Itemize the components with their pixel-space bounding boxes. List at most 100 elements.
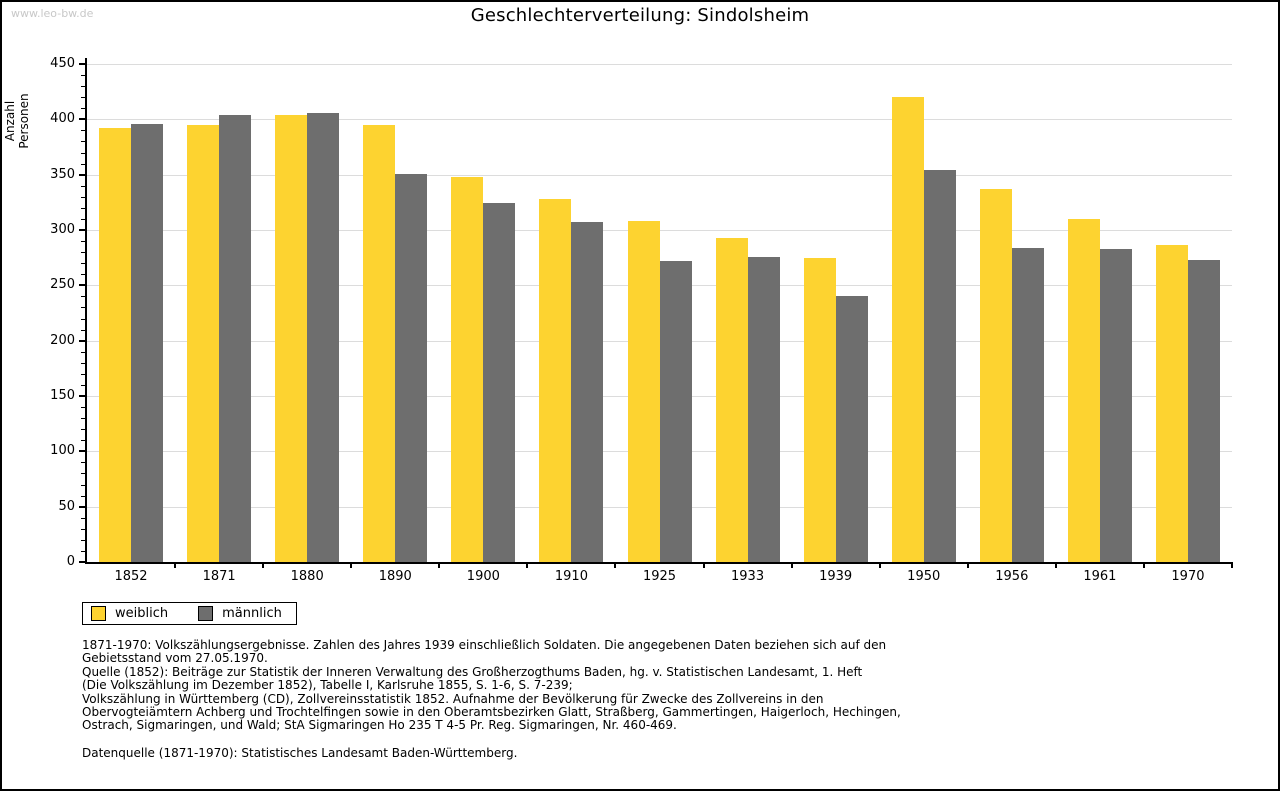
bar-maennlich-1900 xyxy=(483,203,516,562)
x-tick xyxy=(1142,562,1145,568)
y-tick-minor xyxy=(81,263,86,265)
y-tick-250 xyxy=(79,284,86,287)
x-tick-label-1871: 1871 xyxy=(202,569,236,584)
y-axis-line xyxy=(85,58,87,564)
y-tick-minor xyxy=(81,373,86,375)
y-tick-400 xyxy=(79,118,86,121)
x-tick-label-1925: 1925 xyxy=(642,569,677,584)
x-tick-label-1961: 1961 xyxy=(1083,569,1117,584)
bar-weiblich-1910 xyxy=(539,199,572,562)
x-axis-line xyxy=(85,562,1232,564)
y-tick-minor xyxy=(81,141,86,143)
bar-maennlich-1890 xyxy=(395,173,428,562)
y-tick-minor xyxy=(81,539,86,541)
x-tick xyxy=(262,562,265,568)
y-tick-minor xyxy=(81,274,86,276)
y-tick-label-100: 100 xyxy=(50,443,75,459)
y-tick-label-250: 250 xyxy=(50,277,75,293)
x-tick-label-1910: 1910 xyxy=(554,569,588,584)
y-tick-minor xyxy=(81,296,86,298)
y-tick-label-300: 300 xyxy=(50,222,75,237)
y-tick-minor xyxy=(81,407,86,409)
y-tick-minor xyxy=(81,484,86,486)
legend-swatch-weiblich xyxy=(91,606,106,621)
bar-maennlich-1939 xyxy=(835,296,868,562)
source-note-line: Ostrach, Sigmaringen, und Wald; StA Sigm… xyxy=(82,718,677,733)
y-tick-minor xyxy=(81,97,86,99)
y-tick-minor xyxy=(81,307,86,309)
watermark-text: www.leo-bw.de xyxy=(11,7,94,20)
y-tick-minor xyxy=(81,75,86,77)
y-tick-minor xyxy=(81,528,86,530)
y-tick-minor xyxy=(81,152,86,154)
bar-weiblich-1852 xyxy=(99,128,132,562)
source-note-line: 1871-1970: Volkszählungsergebnisse. Zahl… xyxy=(82,638,887,652)
y-tick-minor xyxy=(81,440,86,442)
bar-weiblich-1900 xyxy=(451,176,484,562)
gridline-400 xyxy=(87,119,1232,121)
bar-maennlich-1871 xyxy=(219,114,252,562)
bar-maennlich-1910 xyxy=(571,222,604,562)
y-tick-minor xyxy=(81,517,86,519)
bar-weiblich-1933 xyxy=(715,237,748,562)
bar-maennlich-1852 xyxy=(131,123,164,562)
bar-weiblich-1956 xyxy=(979,189,1012,562)
gridline-300 xyxy=(87,230,1232,231)
y-tick-450 xyxy=(79,63,86,65)
y-tick-minor xyxy=(81,550,86,552)
y-tick-minor xyxy=(81,207,86,209)
bar-weiblich-1890 xyxy=(363,124,396,562)
y-tick-label-50: 50 xyxy=(58,498,75,514)
legend-swatch-maennlich xyxy=(198,606,214,621)
y-tick-100 xyxy=(79,450,86,453)
plot-area: 1852 1871 1880 1890 1900 1910 1925 1933 1939 1950… xyxy=(50,57,1233,584)
x-tick-label-1939: 1939 xyxy=(819,569,853,584)
bar-maennlich-1880 xyxy=(307,112,340,562)
x-tick xyxy=(174,562,177,568)
legend-item-weiblich: weiblich xyxy=(91,606,168,621)
bar-maennlich-1961 xyxy=(1099,248,1132,562)
y-tick-label-450: 450 xyxy=(50,56,75,71)
y-tick-minor xyxy=(81,495,86,497)
y-tick-label-150: 150 xyxy=(50,388,75,403)
y-tick-label-200: 200 xyxy=(50,332,75,348)
bar-maennlich-1933 xyxy=(747,256,780,562)
source-note-line: Gebietsstand vom 27.05.1970. xyxy=(82,651,268,666)
x-tick-label-1852: 1852 xyxy=(114,569,148,584)
y-tick-minor xyxy=(81,130,86,132)
bar-weiblich-1880 xyxy=(275,114,308,562)
gridline-450 xyxy=(87,64,1232,65)
y-tick-0 xyxy=(79,561,86,563)
y-tick-label-400: 400 xyxy=(50,111,75,127)
x-tick-label-1880: 1880 xyxy=(290,569,324,584)
legend-label-weiblich: weiblich xyxy=(115,606,169,621)
source-note-line: Quelle (1852): Beiträge zur Statistik de… xyxy=(82,664,863,679)
y-tick-minor xyxy=(81,329,86,331)
x-tick xyxy=(702,562,705,568)
y-tick-minor xyxy=(81,108,86,110)
x-tick-label-1890: 1890 xyxy=(378,569,412,584)
legend: weiblich männlich xyxy=(82,602,297,625)
y-tick-minor xyxy=(81,241,86,243)
y-tick-minor xyxy=(81,196,86,198)
source-note-line: Obervogteiämtern Achberg und Trochtelfin… xyxy=(82,705,901,720)
x-tick xyxy=(614,562,617,568)
y-tick-minor xyxy=(81,218,86,220)
source-notes: 1871-1970: Volkszählungsergebnisse. Zahl… xyxy=(82,638,901,760)
y-tick-label-0: 0 xyxy=(66,554,75,569)
y-tick-minor xyxy=(81,163,86,165)
y-tick-minor xyxy=(81,418,86,420)
x-tick xyxy=(1054,562,1057,568)
x-tick-label-1956: 1956 xyxy=(995,569,1029,584)
y-tick-350 xyxy=(79,173,86,176)
y-tick-minor xyxy=(81,362,86,364)
bar-weiblich-1939 xyxy=(803,257,836,562)
y-axis-label: Anzahl Personen xyxy=(3,93,31,149)
y-tick-minor xyxy=(81,429,86,431)
x-tick xyxy=(790,562,793,568)
x-tick-label-1950: 1950 xyxy=(907,569,941,584)
x-tick xyxy=(350,562,353,568)
bar-maennlich-1925 xyxy=(659,260,692,562)
y-tick-minor xyxy=(81,252,86,254)
